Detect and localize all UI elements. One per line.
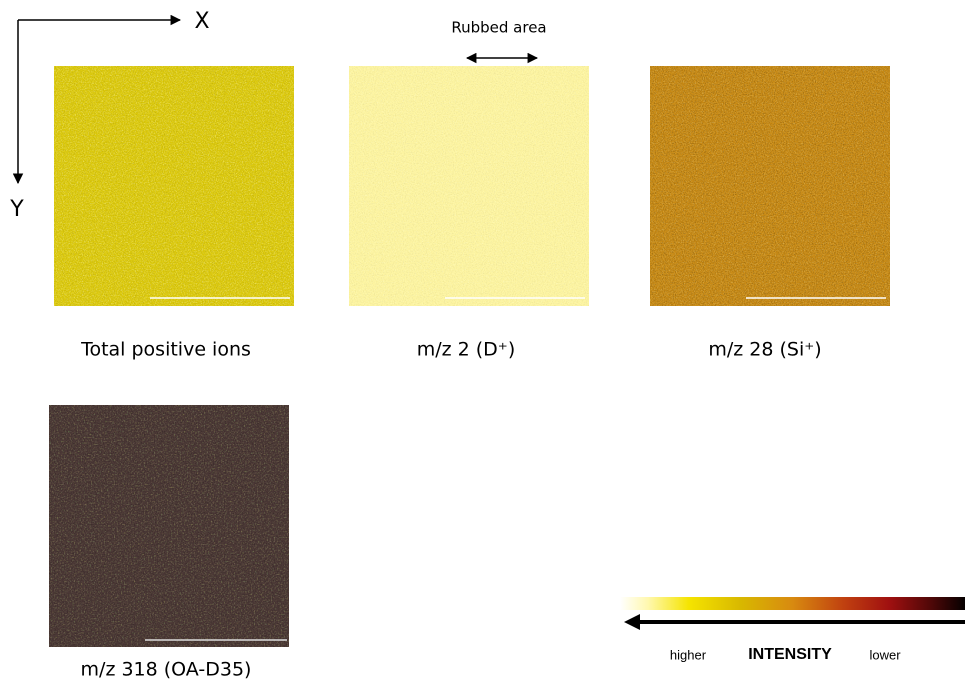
x-axis-label: X: [194, 9, 209, 34]
image-panel: [49, 405, 289, 647]
scale-high-label: higher: [670, 647, 707, 662]
intensity-scale: higher INTENSITY lower: [620, 597, 965, 663]
panel-caption: m/z 318 (OA-D35): [81, 659, 252, 681]
scale-low-label: lower: [869, 647, 901, 662]
y-axis-label: Y: [9, 197, 24, 222]
axis-indicator: X Y: [9, 9, 209, 222]
panel-caption: Total positive ions: [80, 339, 251, 361]
annotation: Rubbed area: [451, 19, 546, 37]
image-panel: [650, 66, 890, 306]
image-panel: [54, 66, 294, 306]
panel-caption: m/z 2 (D⁺): [417, 339, 516, 361]
image-panel: [349, 66, 589, 306]
panel-caption: m/z 28 (Si⁺): [708, 339, 821, 361]
scale-title: INTENSITY: [748, 646, 832, 663]
